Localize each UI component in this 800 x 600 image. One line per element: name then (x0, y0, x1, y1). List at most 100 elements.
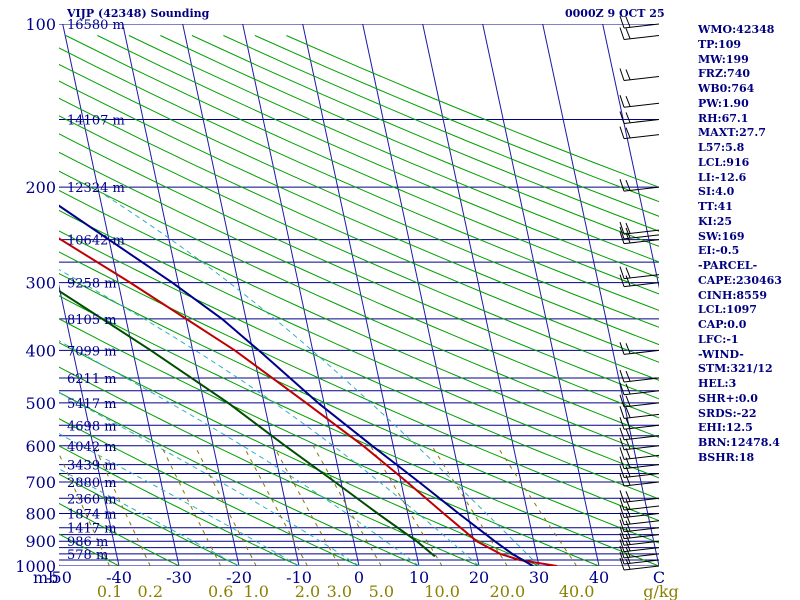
wind-barb-flag (625, 370, 631, 382)
wind-barb (619, 505, 660, 518)
dry-adiabat (59, 533, 121, 566)
height-label: 1874 m (67, 507, 117, 522)
index-item: EHI:12.5 (698, 421, 753, 435)
height-label: 3439 m (67, 459, 117, 474)
index-item: BRN:12478.4 (698, 436, 780, 449)
wind-barb-flag (619, 68, 625, 81)
temperature-tick-label: -10 (286, 568, 312, 587)
dry-adiabat (59, 418, 361, 566)
dry-adiabat (97, 35, 659, 279)
wind-barb (619, 27, 660, 40)
pressure-tick-label: 500 (25, 394, 56, 413)
wind-barb (619, 447, 660, 460)
wind-barb-flag (625, 395, 631, 407)
wind-barb-staff (623, 481, 660, 487)
index-item: L57:5.8 (698, 141, 745, 154)
height-label: 7099 m (67, 344, 117, 359)
wind-barb-flag (619, 519, 625, 532)
wind-barb-flag (625, 222, 631, 234)
wind-barb (619, 497, 660, 511)
wind-barb-staff (623, 553, 660, 559)
wind-barb-flag (625, 112, 631, 123)
dry-adiabat (59, 115, 659, 381)
wind-barb-staff (623, 559, 660, 565)
wind-barb-flag (625, 28, 631, 39)
temperature-profile (59, 204, 534, 566)
mixing-ratio-label: 3.0 (327, 582, 352, 600)
dry-adiabat (59, 318, 601, 566)
wind-barb-flag (619, 427, 625, 440)
wind-barb-flag (625, 16, 631, 28)
wind-barb-flag (619, 382, 625, 395)
wind-barb-flag (619, 369, 625, 383)
isotherm-line (122, 24, 240, 566)
wind-barb-staff (623, 445, 660, 451)
wind-barb-flag (625, 513, 631, 524)
mixing-ratio-label: 10.0 (424, 582, 460, 600)
wind-barb-flag (619, 111, 625, 124)
height-label: 9258 m (67, 277, 117, 292)
mixing-ratio-line (194, 445, 257, 566)
moist-adiabat (59, 392, 360, 566)
wind-barb-flag (625, 448, 631, 459)
height-label: 5417 m (67, 397, 117, 412)
wind-barb-flag (619, 505, 625, 518)
dry-adiabat (59, 445, 301, 566)
index-item: RH:67.1 (698, 111, 749, 125)
wind-barb-flag (625, 96, 631, 107)
wind-barb (619, 533, 660, 546)
wind-barb-staff (623, 186, 660, 192)
dry-adiabat (59, 189, 659, 458)
mixing-ratio-line (160, 445, 222, 566)
dry-adiabat (59, 251, 659, 522)
wind-barb-staff (623, 23, 660, 29)
pressure-tick-label: 600 (25, 437, 56, 456)
wind-barb-flag (619, 526, 625, 539)
index-item: EI:-0.5 (698, 244, 740, 258)
wind-barb-flag (619, 27, 625, 40)
wind-barb-staff (623, 239, 660, 245)
wind-barb-flag (619, 126, 625, 139)
height-label: 578 m (67, 548, 108, 563)
wind-barb-flag (619, 490, 625, 503)
mixing-ratio-label: 0.2 (138, 582, 163, 600)
dry-adiabat (59, 80, 659, 346)
pressure-tick-label: 100 (25, 15, 56, 34)
wind-barb-flag (619, 417, 625, 430)
isotherm-line (182, 24, 300, 566)
pressure-tick-label: 800 (25, 504, 56, 523)
wind-barb-flag (619, 15, 625, 29)
wind-barb (619, 111, 660, 124)
index-item: -WIND- (698, 347, 744, 361)
moist-adiabat (101, 192, 540, 566)
wind-barb (619, 417, 660, 430)
wind-barb (619, 539, 660, 553)
wind-barb-flag (625, 428, 631, 439)
wind-barb-staff (623, 565, 660, 571)
index-item: LCL:916 (698, 155, 750, 169)
height-label: 10642 m (67, 234, 125, 249)
index-item: LCL:1097 (698, 303, 757, 317)
index-item: SHR+:0.0 (698, 391, 758, 405)
isotherm-line (362, 24, 480, 566)
wind-barb-staff (623, 390, 660, 396)
index-item: MW:199 (698, 52, 749, 66)
wind-barb-flag (619, 551, 625, 565)
wind-barb-staff (623, 76, 660, 82)
index-item: CAPE:230463 (698, 273, 782, 287)
wind-barb-flag (625, 438, 631, 449)
index-item: CINH:8559 (698, 288, 768, 302)
dry-adiabat (59, 151, 659, 419)
dry-adiabat (59, 230, 659, 500)
wind-barb-flag (619, 394, 625, 407)
wind-barb-flag (619, 231, 625, 244)
temperature-tick-label: 10 (409, 568, 429, 587)
wind-barb (619, 274, 660, 288)
dry-adiabat (59, 391, 421, 566)
wind-barb (619, 545, 660, 559)
wind-barb (619, 179, 660, 192)
pressure-tick-label: 400 (25, 341, 56, 360)
indices-panel: WMO:42348 TP:109 MW:199 FRZ:740 WB0:764 PW:1.… (698, 23, 798, 466)
